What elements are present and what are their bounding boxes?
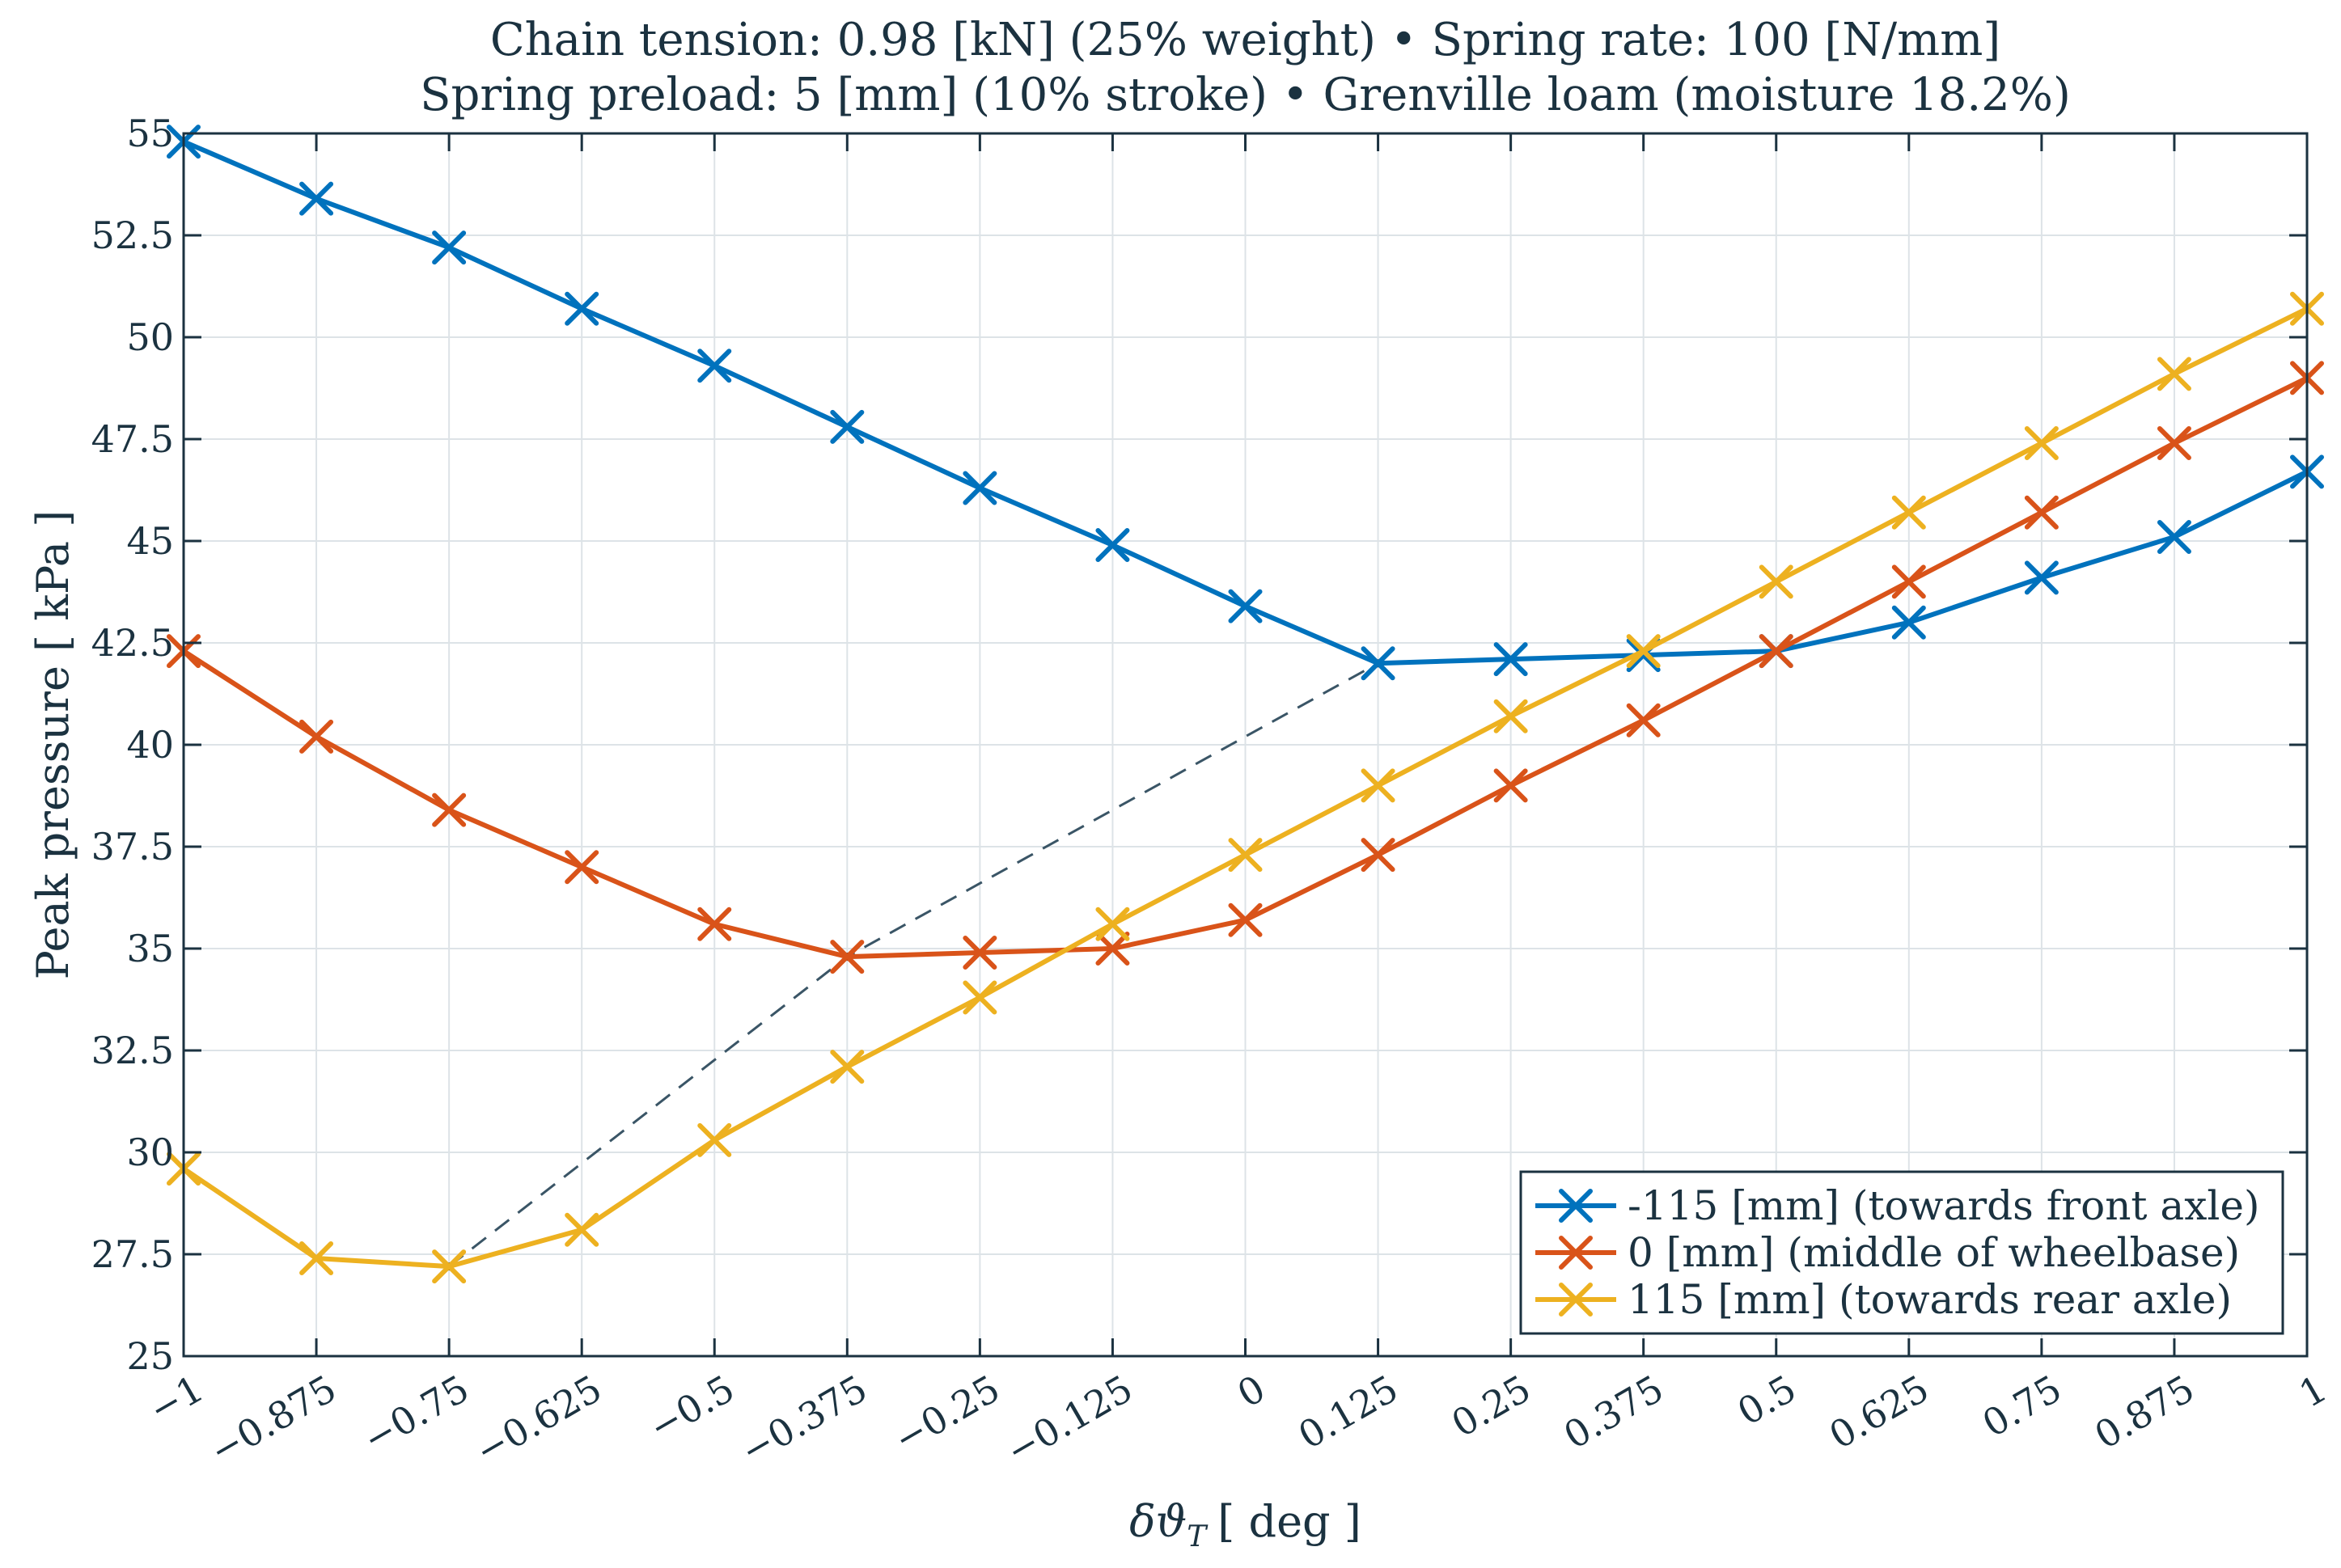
ticks — [182, 132, 2309, 1358]
x-tick-label: 0.75 — [1975, 1367, 2069, 1446]
data-point — [963, 471, 997, 505]
y-tick-label: 45 — [126, 519, 174, 563]
legend-box — [1519, 1170, 2284, 1335]
data-point — [565, 850, 599, 885]
data-point — [299, 181, 334, 216]
data-point — [1759, 564, 1793, 599]
data-point — [1228, 838, 1263, 873]
legend-item: -115 [mm] (towards front axle) — [1535, 1182, 2260, 1229]
x-tick-label: −0.5 — [641, 1367, 742, 1450]
data-point — [830, 409, 865, 444]
y-tick-label: 52.5 — [91, 213, 174, 257]
x-tick-label: 0.5 — [1730, 1367, 1803, 1434]
y-tick-label: 35 — [126, 927, 174, 970]
data-point — [1095, 528, 1130, 563]
data-point — [1891, 605, 1926, 640]
legend-label: 0 [mm] (middle of wheelbase) — [1628, 1229, 2240, 1276]
data-point — [1228, 902, 1263, 937]
x-tick-label: 0.375 — [1556, 1367, 1670, 1458]
data-point — [1626, 634, 1661, 669]
x-tick-label: 0.875 — [2087, 1367, 2201, 1458]
series-1 — [167, 361, 2324, 974]
x-tick-label: 1 — [2292, 1367, 2334, 1416]
y-axis-label: Peak pressure [ kPa ] — [28, 510, 78, 980]
data-point — [565, 291, 599, 326]
chart-title-line-2: Spring preload: 5 [mm] (10% stroke) • Gr… — [420, 69, 2071, 121]
x-tick-label: 0.625 — [1822, 1367, 1936, 1458]
data-point — [1493, 768, 1528, 803]
x-tick-label: −0.875 — [202, 1367, 343, 1473]
legend-swatch-marker — [1559, 1283, 1593, 1317]
legend-item: 115 [mm] (towards rear axle) — [1535, 1276, 2232, 1323]
data-point — [830, 1050, 865, 1084]
y-tick-label: 50 — [126, 315, 174, 359]
data-point — [2024, 426, 2059, 461]
x-axis-label-subscript: T — [1187, 1520, 1209, 1553]
legend-swatch-marker — [1559, 1236, 1593, 1270]
x-axis-label-symbol: δϑ — [1129, 1496, 1187, 1547]
x-tick-label: −0.625 — [468, 1367, 608, 1473]
data-point — [299, 1241, 334, 1276]
data-point — [1493, 642, 1528, 677]
legend-label: -115 [mm] (towards front axle) — [1628, 1182, 2260, 1229]
data-point — [1759, 634, 1793, 669]
data-point — [1095, 907, 1130, 941]
chart-title-line-1: Chain tension: 0.98 [kN] (25% weight) • … — [490, 14, 2000, 66]
series-group — [167, 125, 2324, 1284]
data-point — [1891, 495, 1926, 530]
legend-swatch-marker — [1559, 1189, 1593, 1223]
y-tick-label: 40 — [126, 723, 174, 767]
x-tick-label: −0.125 — [999, 1367, 1140, 1473]
data-point — [432, 792, 467, 827]
x-tick-labels: −1−0.875 −0.75−0.625 −0.5−0.375 −0.25−0.125… — [142, 1367, 2335, 1473]
legend-item: 0 [mm] (middle of wheelbase) — [1535, 1229, 2240, 1276]
data-point — [1361, 768, 1395, 803]
data-point — [1095, 932, 1130, 966]
data-point — [1493, 699, 1528, 733]
minima-dashed-line — [448, 661, 1379, 1268]
data-point — [565, 1212, 599, 1247]
y-tick-label: 55 — [126, 112, 174, 155]
y-tick-label: 25 — [126, 1334, 174, 1378]
data-point — [2024, 495, 2059, 530]
y-tick-label: 37.5 — [91, 825, 174, 869]
x-tick-label: −0.75 — [356, 1367, 476, 1461]
legend-label: 115 [mm] (towards rear axle) — [1628, 1276, 2232, 1323]
x-axis-label: δϑT[ deg ] — [1129, 1496, 1361, 1553]
data-point — [697, 349, 732, 383]
data-point — [432, 1249, 467, 1284]
data-point — [1361, 838, 1395, 873]
y-tick-label: 47.5 — [91, 417, 174, 461]
data-point — [697, 907, 732, 941]
x-axis-label-unit: [ deg ] — [1217, 1496, 1361, 1547]
x-tick-label: −0.375 — [733, 1367, 874, 1473]
data-point — [697, 1122, 732, 1157]
data-point — [1228, 589, 1263, 623]
y-tick-label: 30 — [126, 1131, 174, 1174]
data-point — [830, 940, 865, 974]
x-tick-label: −0.25 — [887, 1367, 1007, 1461]
legend: -115 [mm] (towards front axle)0 [mm] (mi… — [1519, 1170, 2284, 1335]
x-tick-label: 0 — [1230, 1367, 1272, 1416]
data-point — [2157, 357, 2191, 391]
data-point — [2157, 426, 2191, 461]
minima-trace — [445, 659, 1382, 1271]
data-point — [963, 980, 997, 1015]
y-tick-label: 42.5 — [91, 621, 174, 665]
y-tick-label: 27.5 — [91, 1232, 174, 1276]
y-tick-label: 32.5 — [91, 1029, 174, 1072]
data-point — [2157, 519, 2191, 554]
data-point — [1626, 703, 1661, 738]
data-point — [1891, 564, 1926, 599]
data-point — [963, 936, 997, 970]
y-tick-labels: 25 27.5 30 32.5 35 37.5 40 42.5 45 47.5 50 52.5 55 — [91, 112, 174, 1378]
data-point — [299, 719, 334, 754]
x-tick-label: 0.125 — [1291, 1367, 1405, 1458]
data-point — [2024, 560, 2059, 595]
x-tick-label: 0.25 — [1444, 1367, 1538, 1446]
data-point — [432, 230, 467, 265]
data-point — [1361, 646, 1395, 681]
